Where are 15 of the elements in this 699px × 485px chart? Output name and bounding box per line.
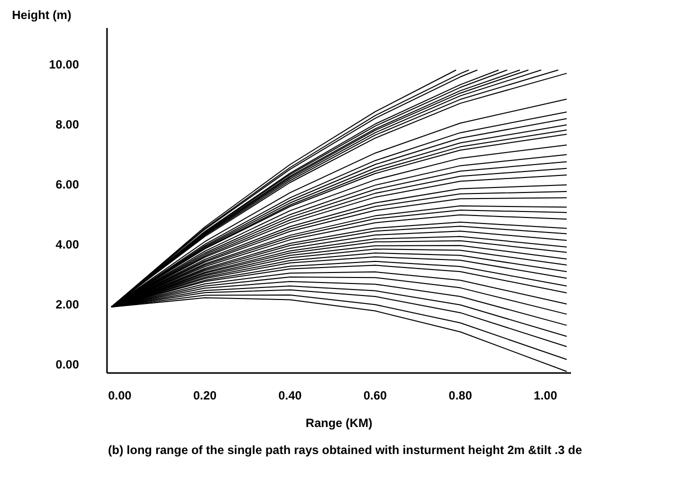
x-tick-label: 0.80 <box>448 388 472 403</box>
y-tick-label: 4.00 <box>56 237 80 252</box>
text: (b) long range of the single path rays obtained with insturment height 2m &tilt .3 de <box>108 443 584 457</box>
x-axis-title: Range (KM) <box>306 416 372 430</box>
y-tick-label: 10.00 <box>48 57 80 72</box>
x-tick-label: 0.00 <box>108 388 132 403</box>
x-tick-label: 0.60 <box>364 388 388 403</box>
x-tick-label: 1.00 <box>534 388 558 403</box>
x-tick-label: 0.20 <box>193 388 217 403</box>
y-tick-label: 6.00 <box>56 177 80 192</box>
y-axis-title: Height (m) <box>12 8 72 22</box>
y-tick-label: 2.00 <box>56 297 80 312</box>
x-tick-label: 0.40 <box>278 388 302 403</box>
y-tick-label: 0.00 <box>56 357 80 372</box>
y-tick-label: 8.00 <box>56 117 80 132</box>
